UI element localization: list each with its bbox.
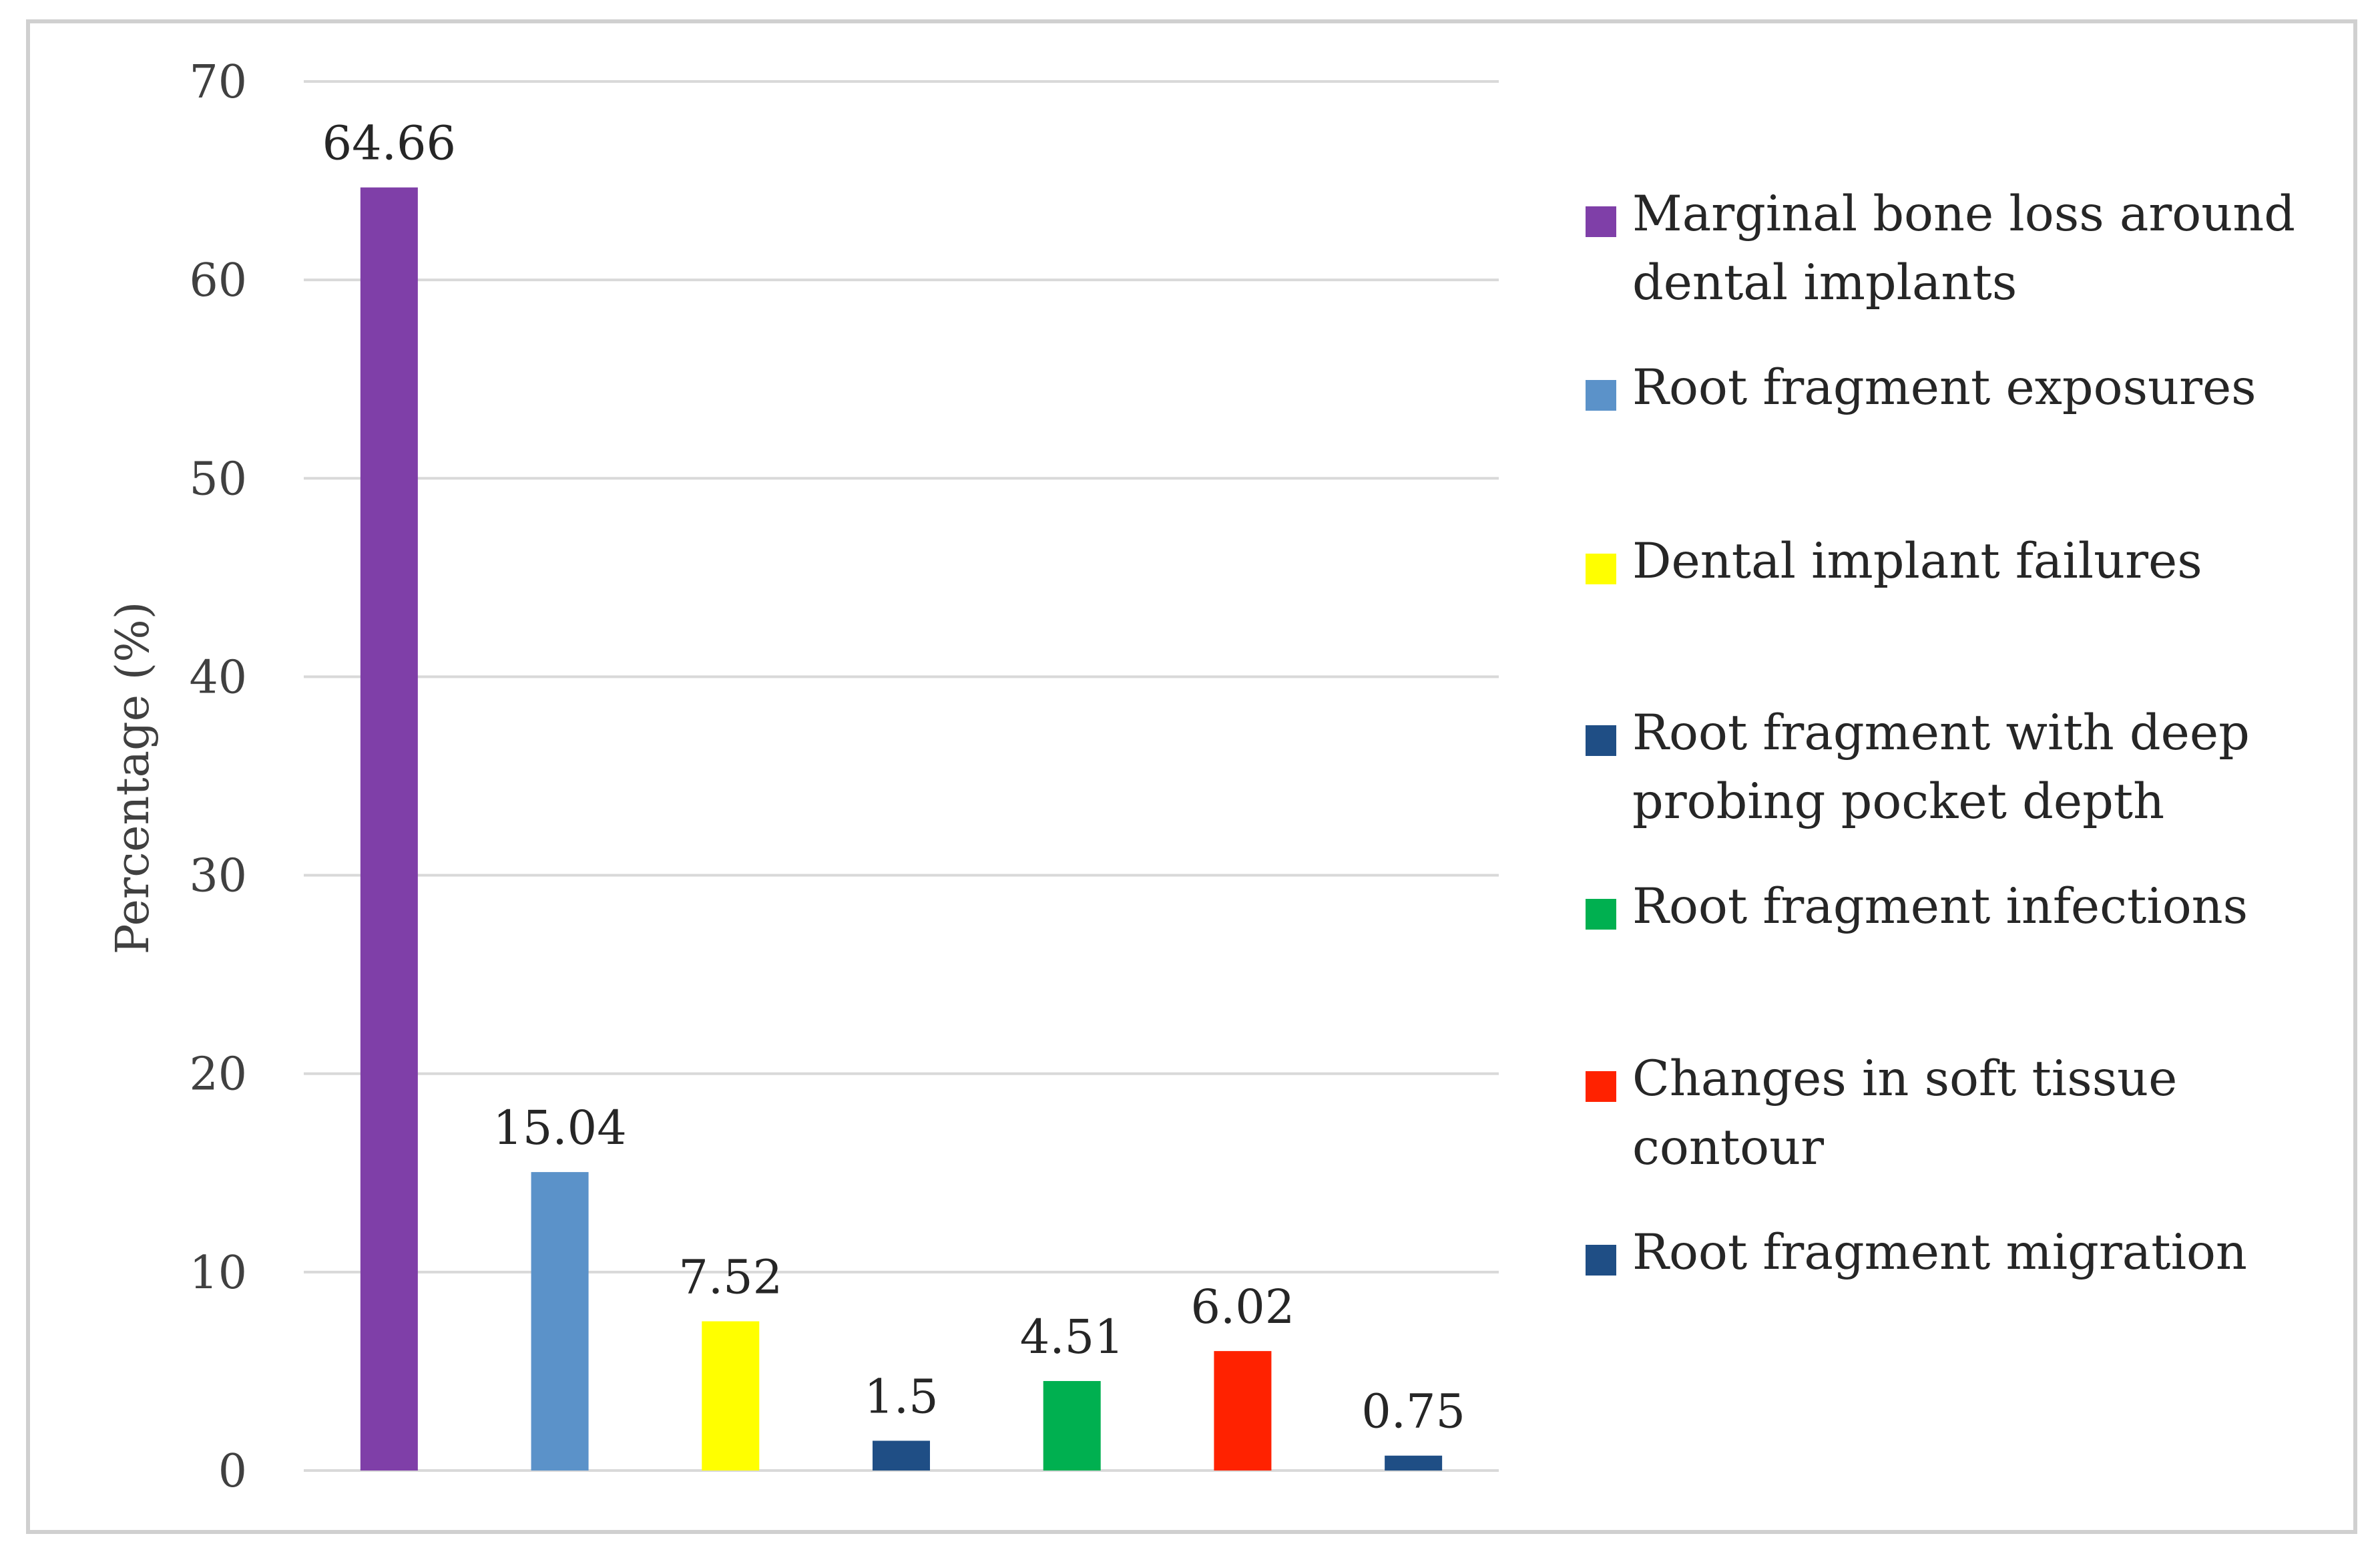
data-label: 1.5 <box>864 1369 938 1424</box>
y-axis-ticks: 0 10 20 30 40 50 60 70 <box>189 56 247 1498</box>
bar-4 <box>873 1440 930 1471</box>
y-tick-label: 40 <box>189 651 247 704</box>
gridlines <box>304 80 1499 1472</box>
legend-swatch <box>1586 1245 1616 1276</box>
y-tick-label: 10 <box>189 1247 247 1300</box>
bar-7 <box>1385 1455 1443 1471</box>
legend-swatch <box>1586 725 1616 756</box>
legend-label: Root fragment migration <box>1632 1224 2247 1281</box>
y-tick-label: 70 <box>189 56 247 109</box>
legend-swatch <box>1586 380 1616 411</box>
legend-label: dental implants <box>1632 254 2017 311</box>
y-tick-label: 0 <box>218 1445 247 1498</box>
legend-swatch <box>1586 206 1616 237</box>
y-tick-label: 60 <box>189 254 247 307</box>
y-tick-label: 30 <box>189 850 247 903</box>
legend-label: Dental implant failures <box>1632 533 2202 590</box>
legend-label: Marginal bone loss around <box>1632 186 2295 242</box>
data-label: 64.66 <box>322 116 456 171</box>
bar-2 <box>531 1172 589 1471</box>
bar-6 <box>1214 1351 1272 1471</box>
data-label: 7.52 <box>678 1250 782 1305</box>
y-tick-label: 20 <box>189 1048 247 1101</box>
data-label: 4.51 <box>1020 1310 1124 1364</box>
data-labels: 64.66 15.04 7.52 1.5 4.51 6.02 0.75 <box>322 116 1465 1439</box>
legend-swatch <box>1586 899 1616 930</box>
bar-5 <box>1043 1380 1101 1471</box>
legend-label: Changes in soft tissue <box>1632 1050 2177 1107</box>
bar-1 <box>360 187 418 1471</box>
data-label: 0.75 <box>1361 1384 1465 1439</box>
legend-label: probing pocket depth <box>1632 773 2164 830</box>
legend-label: contour <box>1632 1119 1824 1176</box>
data-label: 6.02 <box>1190 1280 1294 1334</box>
bar-3 <box>702 1321 760 1471</box>
legend: Marginal bone loss around dental implants… <box>1586 186 2295 1281</box>
y-axis-title: Percentage (%) <box>107 602 160 955</box>
legend-label: Root fragment exposures <box>1632 359 2256 416</box>
legend-label: Root fragment infections <box>1632 878 2248 935</box>
legend-swatch <box>1586 554 1616 584</box>
legend-label: Root fragment with deep <box>1632 705 2250 761</box>
legend-swatch <box>1586 1071 1616 1102</box>
bars <box>360 187 1443 1471</box>
y-tick-label: 50 <box>189 453 247 506</box>
data-label: 15.04 <box>493 1101 626 1155</box>
